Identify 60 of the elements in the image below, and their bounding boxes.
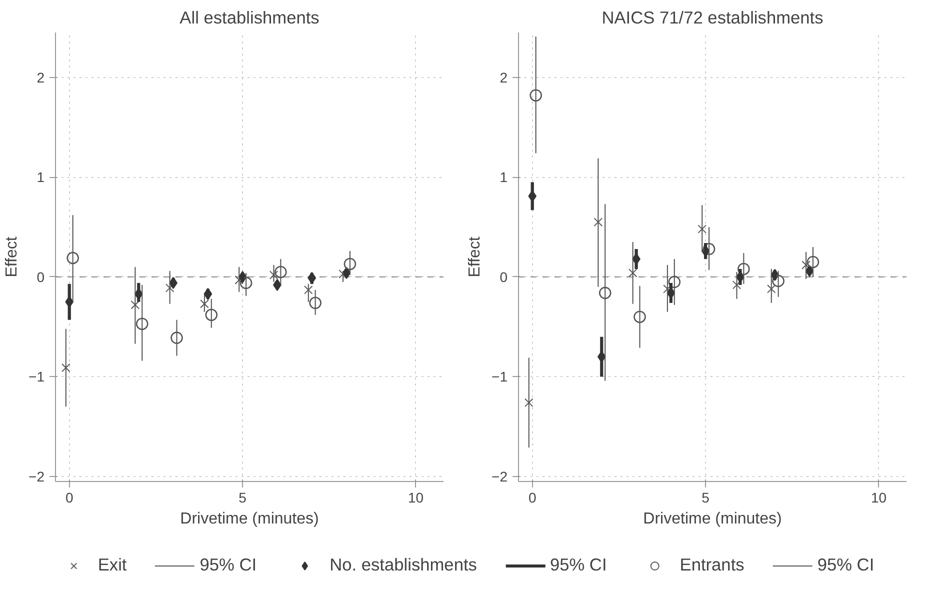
- x-tick-label: 5: [702, 490, 710, 506]
- y-tick-label: −1: [28, 368, 45, 385]
- point: [628, 268, 638, 278]
- point: [66, 252, 79, 264]
- point: [772, 274, 784, 288]
- point: [304, 286, 313, 294]
- legend-label: 95% CI: [817, 554, 874, 576]
- y-tick-label: 1: [500, 169, 508, 186]
- point: [594, 218, 603, 226]
- point: [274, 266, 287, 278]
- y-tick-label: −2: [492, 468, 508, 485]
- point: [767, 284, 776, 294]
- point: [634, 310, 646, 324]
- point: [62, 363, 70, 372]
- legend-label: Entrants: [680, 554, 744, 576]
- point: [738, 262, 750, 276]
- y-tick-label: 2: [36, 69, 45, 86]
- point: [530, 89, 542, 102]
- chart-title: All establishments: [180, 8, 320, 28]
- y-tick-label: 2: [500, 69, 508, 86]
- x-axis-title: Drivetime (minutes): [643, 510, 782, 528]
- bar: [704, 243, 708, 259]
- y-tick-label: −1: [492, 368, 508, 385]
- y-tick-label: 0: [500, 268, 508, 285]
- point: [130, 300, 140, 310]
- legend-label: No. establishments: [330, 554, 477, 576]
- y-tick-label: 0: [36, 268, 45, 285]
- x-tick-label: 5: [238, 490, 247, 506]
- x-tick-label: 10: [408, 490, 424, 506]
- point: [698, 224, 706, 234]
- x-tick-label: 0: [65, 490, 74, 506]
- y-tick-label: 1: [36, 169, 45, 186]
- point: [269, 270, 278, 280]
- point: [170, 332, 183, 344]
- y-tick-label: −2: [28, 468, 45, 485]
- x-tick-label: 10: [871, 490, 887, 506]
- point: [598, 286, 612, 300]
- x-tick-label: 0: [528, 490, 536, 506]
- point: [702, 242, 716, 256]
- bar: [738, 268, 742, 285]
- point: [802, 260, 810, 270]
- point: [732, 280, 742, 290]
- y-axis-title: Effect: [466, 236, 484, 278]
- point: [234, 276, 244, 284]
- point: [205, 308, 218, 322]
- legend-label: 95% CI: [200, 554, 257, 576]
- chart-title: NAICS 71/72 establishments: [602, 8, 824, 28]
- point: [309, 296, 322, 310]
- y-axis-title: Effect: [4, 236, 21, 278]
- point: [136, 318, 148, 330]
- point: [524, 398, 534, 408]
- point: [344, 258, 356, 270]
- point: [200, 300, 209, 308]
- point: [806, 256, 820, 268]
- point: [240, 276, 252, 290]
- legend-label: 95% CI: [550, 554, 607, 576]
- x-axis-title: Drivetime (minutes): [180, 510, 319, 528]
- legend-label: Exit: [98, 554, 127, 576]
- point: [165, 284, 174, 292]
- point: [668, 276, 681, 288]
